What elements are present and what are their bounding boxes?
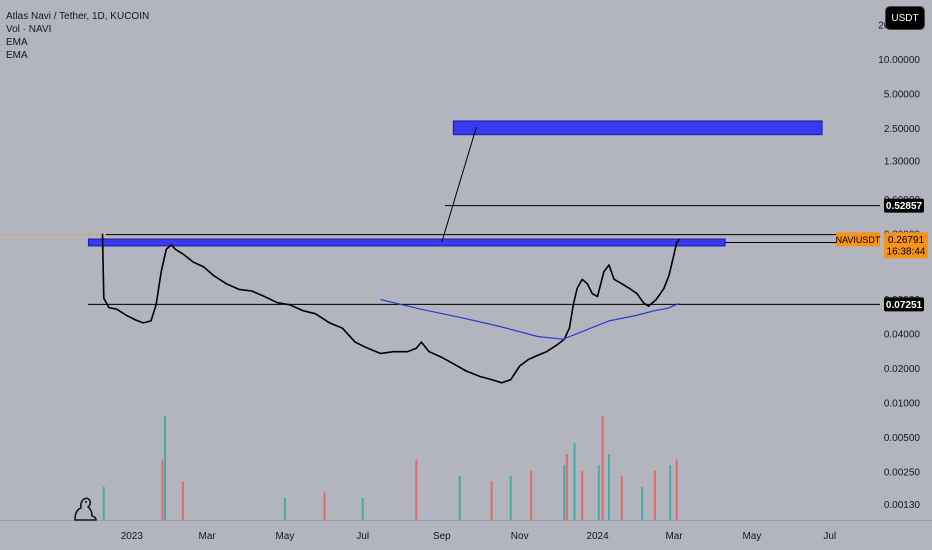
volume-bar: [415, 459, 418, 520]
y-axis-tick-label: 0.02000: [884, 364, 921, 375]
volume-bar: [530, 470, 533, 520]
y-axis-tick-label: 0.01000: [884, 398, 921, 409]
volume-bar: [490, 481, 493, 520]
volume-bar: [669, 465, 672, 520]
volume-bar: [641, 487, 644, 520]
volume-bar: [361, 498, 364, 520]
level-price-label-bg: [884, 198, 924, 213]
ema-indicator-label-2[interactable]: EMA: [6, 50, 28, 61]
volume-bar: [283, 498, 286, 520]
volume-bar: [164, 415, 166, 520]
volume-bar: [323, 492, 326, 520]
last-price-value: 0.26791: [888, 235, 925, 246]
volume-bar: [608, 454, 610, 520]
zone-rectangle[interactable]: [452, 120, 823, 136]
zone-rectangle[interactable]: [87, 238, 726, 247]
x-axis-tick-label: Mar: [198, 531, 216, 542]
volume-bar: [102, 487, 105, 520]
price-series-line: [101, 233, 680, 384]
x-axis-tick-label: Nov: [511, 531, 529, 542]
tradingview-logo-icon: [74, 497, 97, 521]
volume-bar: [573, 443, 576, 520]
level-price-label: 0.52857: [886, 201, 923, 212]
y-axis-tick-label: 2.50000: [884, 124, 921, 135]
level-price-label: 0.07251: [886, 300, 923, 311]
y-axis-tick-label: 10.00000: [878, 55, 920, 66]
volume-bar: [620, 476, 623, 520]
x-axis-tick-label: Jul: [823, 531, 836, 542]
x-axis-tick-label: 2024: [586, 531, 609, 542]
symbol-title: Atlas Navi / Tether, 1D, KUCOIN: [6, 11, 150, 22]
ema-series-line: [380, 298, 680, 340]
y-axis-tick-label: 1.30000: [884, 156, 921, 167]
volume-bar: [565, 454, 568, 520]
volume-bar: [601, 415, 604, 520]
volume-bar: [458, 476, 461, 520]
last-price-tag-bg: [884, 232, 928, 259]
y-axis-tick-label: 0.00500: [884, 433, 921, 444]
x-axis-tick-label: May: [275, 531, 294, 542]
x-axis-tick-label: Sep: [433, 531, 451, 542]
symbol-tag-bg: [836, 232, 880, 247]
volume-bar: [597, 465, 600, 520]
volume-bar: [563, 465, 566, 520]
y-axis-tick-label: 5.00000: [884, 89, 921, 100]
volume-bar: [675, 459, 678, 520]
level-price-label-bg: [884, 297, 924, 312]
x-axis-tick-label: 2023: [121, 531, 144, 542]
volume-bar: [653, 470, 656, 520]
ema-indicator-label-1[interactable]: EMA: [6, 37, 28, 48]
x-axis-tick-label: Mar: [665, 531, 683, 542]
symbol-tag-label: NAVIUSDT: [836, 235, 881, 245]
volume-bar: [581, 470, 584, 520]
y-axis-tick-label: 0.00130: [884, 500, 921, 511]
currency-button[interactable]: USDT: [885, 6, 925, 30]
x-axis-tick-label: May: [742, 531, 761, 542]
bar-countdown: 16:38:44: [887, 246, 926, 257]
volume-bar: [181, 481, 184, 520]
y-axis-tick-label: 0.04000: [884, 329, 921, 340]
volume-bar: [161, 459, 164, 520]
volume-indicator-label[interactable]: Vol · NAVI: [6, 24, 52, 35]
volume-bar: [509, 476, 512, 520]
y-axis-tick-label: 0.00250: [884, 467, 921, 478]
x-axis-tick-label: Jul: [356, 531, 369, 542]
trend-line[interactable]: [441, 127, 477, 243]
chart-legend: Atlas Navi / Tether, 1D, KUCOIN Vol · NA…: [6, 10, 149, 62]
